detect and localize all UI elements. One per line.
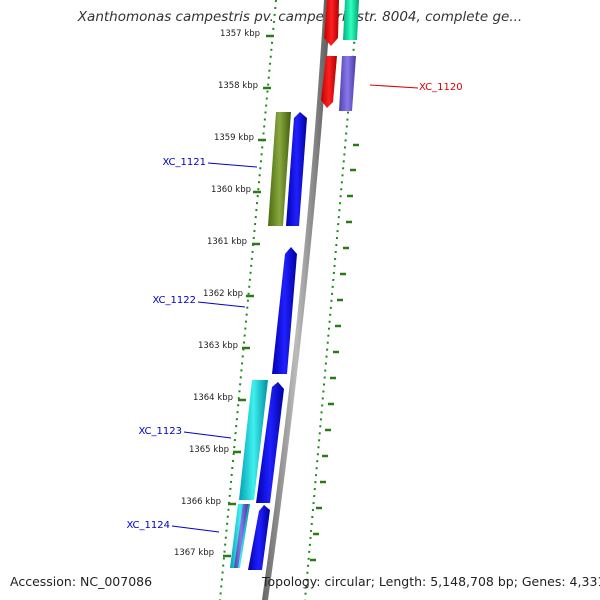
tick-label: 1366 kbp [181, 497, 221, 507]
tick-label: 1358 kbp [218, 81, 258, 91]
gene-cyan-xc1123[interactable] [239, 380, 268, 500]
gene-label-xc1121[interactable]: XC_1121 [162, 157, 206, 168]
tick-label: 1362 kbp [203, 289, 243, 299]
topology-text: Topology: circular; Length: 5,148,708 bp… [262, 574, 600, 589]
gene-label-xc1123[interactable]: XC_1123 [138, 426, 182, 437]
leader-line-xc1120 [369, 84, 419, 89]
gene-label-xc1122[interactable]: XC_1122 [152, 295, 196, 306]
accession-text: Accession: NC_007086 [10, 574, 153, 589]
tick-label: 1367 kbp [174, 548, 214, 558]
map-title: Xanthomonas campestris pv. campestris st… [77, 9, 523, 25]
inner-dotted-track [219, 0, 277, 600]
tick-label: 1359 kbp [214, 133, 254, 143]
tick-label: 1360 kbp [211, 185, 251, 195]
leader-line-xc1122 [197, 301, 246, 308]
gene-teal-top[interactable] [343, 0, 359, 40]
outer-dotted-track [304, 0, 359, 600]
leader-line-xc1123 [183, 431, 232, 439]
genome-backbone [262, 0, 331, 600]
gene-blue-xc1121[interactable] [286, 112, 307, 226]
gene-blue-xc1124[interactable] [248, 505, 270, 570]
gene-label-xc1124[interactable]: XC_1124 [126, 520, 170, 531]
tick-label: 1363 kbp [198, 341, 238, 351]
gene-red-xc1120[interactable] [321, 56, 337, 108]
leader-line-xc1124 [171, 525, 220, 533]
gene-blue-xc1123[interactable] [256, 382, 284, 503]
gene-blue-xc1122[interactable] [272, 247, 297, 374]
gene-purple[interactable] [339, 56, 356, 111]
tick-label: 1364 kbp [193, 393, 233, 403]
tick-label: 1361 kbp [207, 237, 247, 247]
leader-line-xc1121 [207, 162, 258, 168]
gene-red-top[interactable] [324, 0, 339, 46]
tick-label: 1365 kbp [189, 445, 229, 455]
gene-olive-xc1121[interactable] [268, 112, 291, 226]
tick-label: 1357 kbp [220, 29, 260, 39]
gene-purple-small[interactable] [234, 504, 248, 568]
gene-label-xc1120[interactable]: XC_1120 [419, 82, 463, 93]
